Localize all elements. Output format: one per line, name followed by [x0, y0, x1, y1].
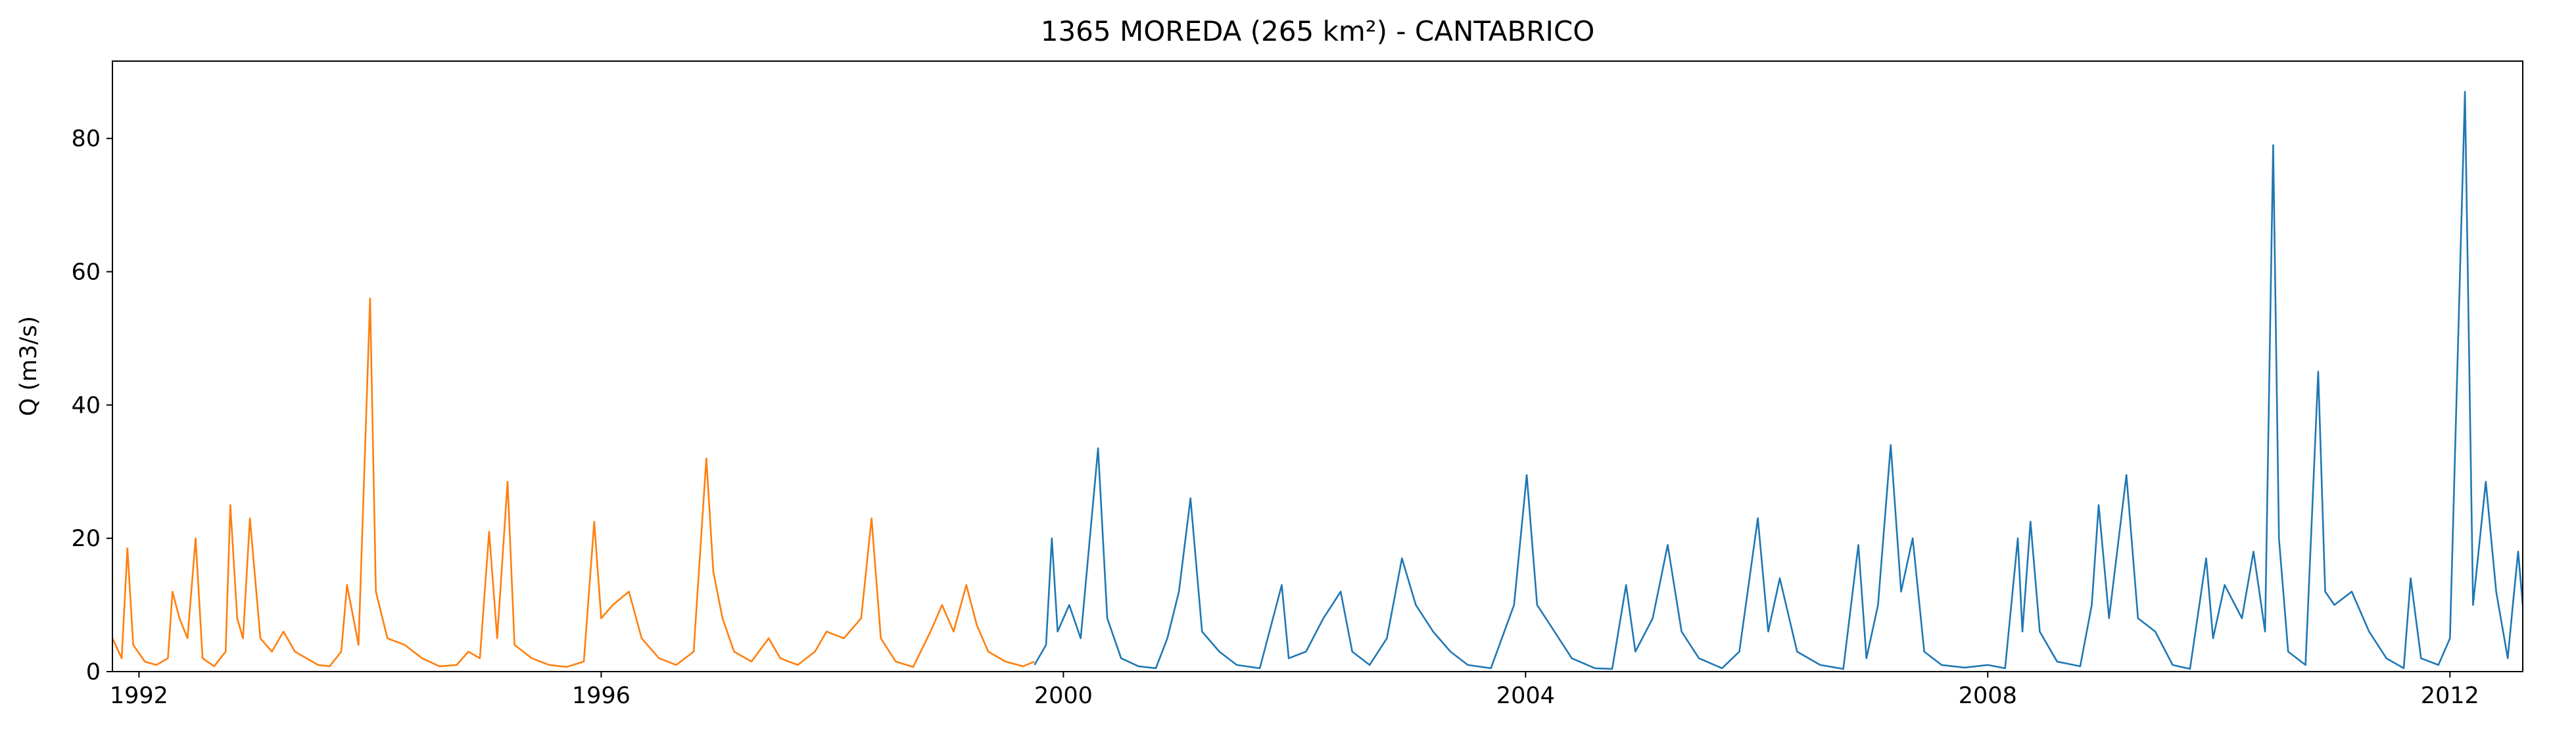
y-tick-label: 80 — [71, 126, 101, 152]
y-tick-label: 0 — [86, 659, 101, 685]
series-line — [112, 297, 1035, 668]
y-tick-label: 60 — [71, 259, 101, 285]
y-tick-label: 20 — [71, 526, 101, 552]
x-tick-label: 2000 — [1034, 683, 1093, 709]
x-tick-label: 1992 — [110, 683, 168, 709]
y-tick-label: 40 — [71, 392, 101, 419]
series-line — [1034, 91, 2523, 670]
y-axis-label: Q (m3/s) — [16, 316, 42, 416]
x-tick-label: 2012 — [2421, 683, 2479, 709]
x-tick-label: 1996 — [572, 683, 631, 709]
chart-title: 1365 MOREDA (265 km²) - CANTABRICO — [1041, 15, 1595, 47]
x-tick-label: 2004 — [1496, 683, 1555, 709]
x-tick-label: 2008 — [1959, 683, 2017, 709]
plot-frame — [112, 60, 2523, 672]
